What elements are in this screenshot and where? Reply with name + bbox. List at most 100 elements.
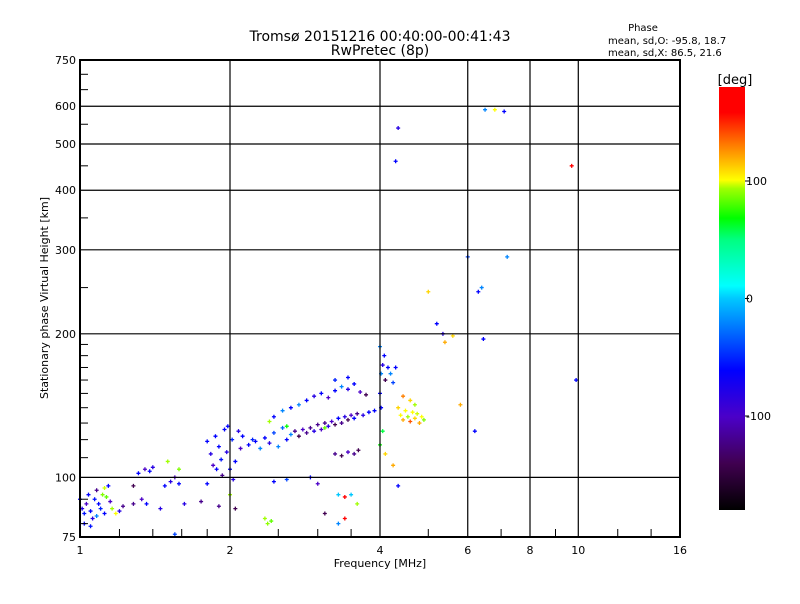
data-point bbox=[271, 414, 276, 419]
data-point bbox=[361, 413, 366, 418]
data-point bbox=[92, 497, 97, 502]
x-tick-label: 10 bbox=[571, 544, 585, 557]
colorbar-ticks: 100 0 -100 bbox=[745, 175, 771, 423]
x-tick-label: 2 bbox=[227, 544, 234, 557]
data-point bbox=[94, 514, 99, 519]
data-point bbox=[233, 506, 238, 511]
data-point bbox=[364, 392, 369, 397]
data-point bbox=[333, 451, 338, 456]
data-point bbox=[280, 425, 285, 430]
data-point bbox=[345, 387, 350, 392]
data-point bbox=[339, 453, 344, 458]
data-point bbox=[450, 333, 455, 338]
data-point bbox=[415, 411, 420, 416]
data-point bbox=[165, 459, 170, 464]
data-point bbox=[276, 444, 281, 449]
colorbar-tick-label: -100 bbox=[746, 410, 771, 423]
data-point bbox=[90, 516, 95, 521]
data-point bbox=[393, 159, 398, 164]
data-point bbox=[216, 504, 221, 509]
data-point bbox=[345, 450, 350, 455]
data-point bbox=[182, 501, 187, 506]
data-point bbox=[356, 448, 361, 453]
data-point bbox=[333, 388, 338, 393]
data-point bbox=[401, 417, 406, 422]
data-point bbox=[352, 451, 357, 456]
data-point bbox=[104, 494, 109, 499]
data-point bbox=[98, 506, 103, 511]
data-point bbox=[401, 394, 406, 399]
data-point bbox=[230, 437, 235, 442]
data-point bbox=[267, 441, 272, 446]
x-tick-label: 4 bbox=[377, 544, 384, 557]
data-point bbox=[426, 289, 431, 294]
grid-lines bbox=[80, 60, 680, 537]
data-point bbox=[391, 380, 396, 385]
data-point bbox=[162, 483, 167, 488]
data-point bbox=[216, 444, 221, 449]
y-tick-label: 600 bbox=[55, 100, 76, 113]
data-point bbox=[349, 413, 354, 418]
data-point bbox=[288, 405, 293, 410]
data-point bbox=[383, 451, 388, 456]
data-point bbox=[225, 424, 230, 429]
data-point bbox=[284, 424, 289, 429]
plot-frame bbox=[79, 59, 681, 538]
data-point bbox=[236, 429, 241, 434]
chart-subtitle: RwPretec (8p) bbox=[331, 43, 429, 59]
data-point bbox=[336, 521, 341, 526]
y-tick-label: 75 bbox=[62, 531, 76, 544]
data-point bbox=[458, 402, 463, 407]
data-point bbox=[271, 479, 276, 484]
data-point bbox=[304, 430, 309, 435]
data-point bbox=[121, 504, 126, 509]
data-point bbox=[479, 285, 484, 290]
data-point bbox=[211, 463, 216, 468]
data-point bbox=[505, 254, 510, 259]
data-point bbox=[100, 492, 105, 497]
data-point bbox=[246, 442, 251, 447]
colorbar-tick-label: 0 bbox=[746, 293, 753, 306]
data-point bbox=[352, 416, 357, 421]
data-point bbox=[391, 463, 396, 468]
data-point bbox=[312, 394, 317, 399]
data-point bbox=[213, 434, 218, 439]
data-point bbox=[358, 390, 363, 395]
data-point bbox=[308, 425, 313, 430]
data-point bbox=[102, 486, 107, 491]
data-point bbox=[214, 467, 219, 472]
data-point bbox=[388, 371, 393, 376]
data-point bbox=[312, 429, 317, 434]
data-point bbox=[408, 419, 413, 424]
data-point bbox=[380, 429, 385, 434]
data-point bbox=[222, 427, 227, 432]
data-point bbox=[342, 414, 347, 419]
data-point bbox=[176, 481, 181, 486]
data-point bbox=[355, 501, 360, 506]
data-point bbox=[382, 353, 387, 358]
data-point bbox=[366, 410, 371, 415]
data-point bbox=[208, 451, 213, 456]
data-point bbox=[336, 492, 341, 497]
data-point bbox=[417, 421, 422, 426]
data-point bbox=[319, 391, 324, 396]
data-point bbox=[396, 405, 401, 410]
data-point bbox=[131, 501, 136, 506]
data-point bbox=[383, 378, 388, 383]
data-point bbox=[150, 465, 155, 470]
data-point bbox=[419, 414, 424, 419]
data-point bbox=[233, 459, 238, 464]
data-point bbox=[574, 378, 579, 383]
data-point bbox=[345, 375, 350, 380]
data-point bbox=[147, 469, 152, 474]
data-point bbox=[304, 398, 309, 403]
data-point bbox=[339, 384, 344, 389]
data-point bbox=[410, 410, 415, 415]
data-point bbox=[408, 398, 413, 403]
data-point bbox=[349, 492, 354, 497]
data-point bbox=[412, 402, 417, 407]
y-tick-label: 750 bbox=[55, 54, 76, 67]
y-tick-label: 100 bbox=[55, 471, 76, 484]
data-point bbox=[220, 473, 225, 478]
